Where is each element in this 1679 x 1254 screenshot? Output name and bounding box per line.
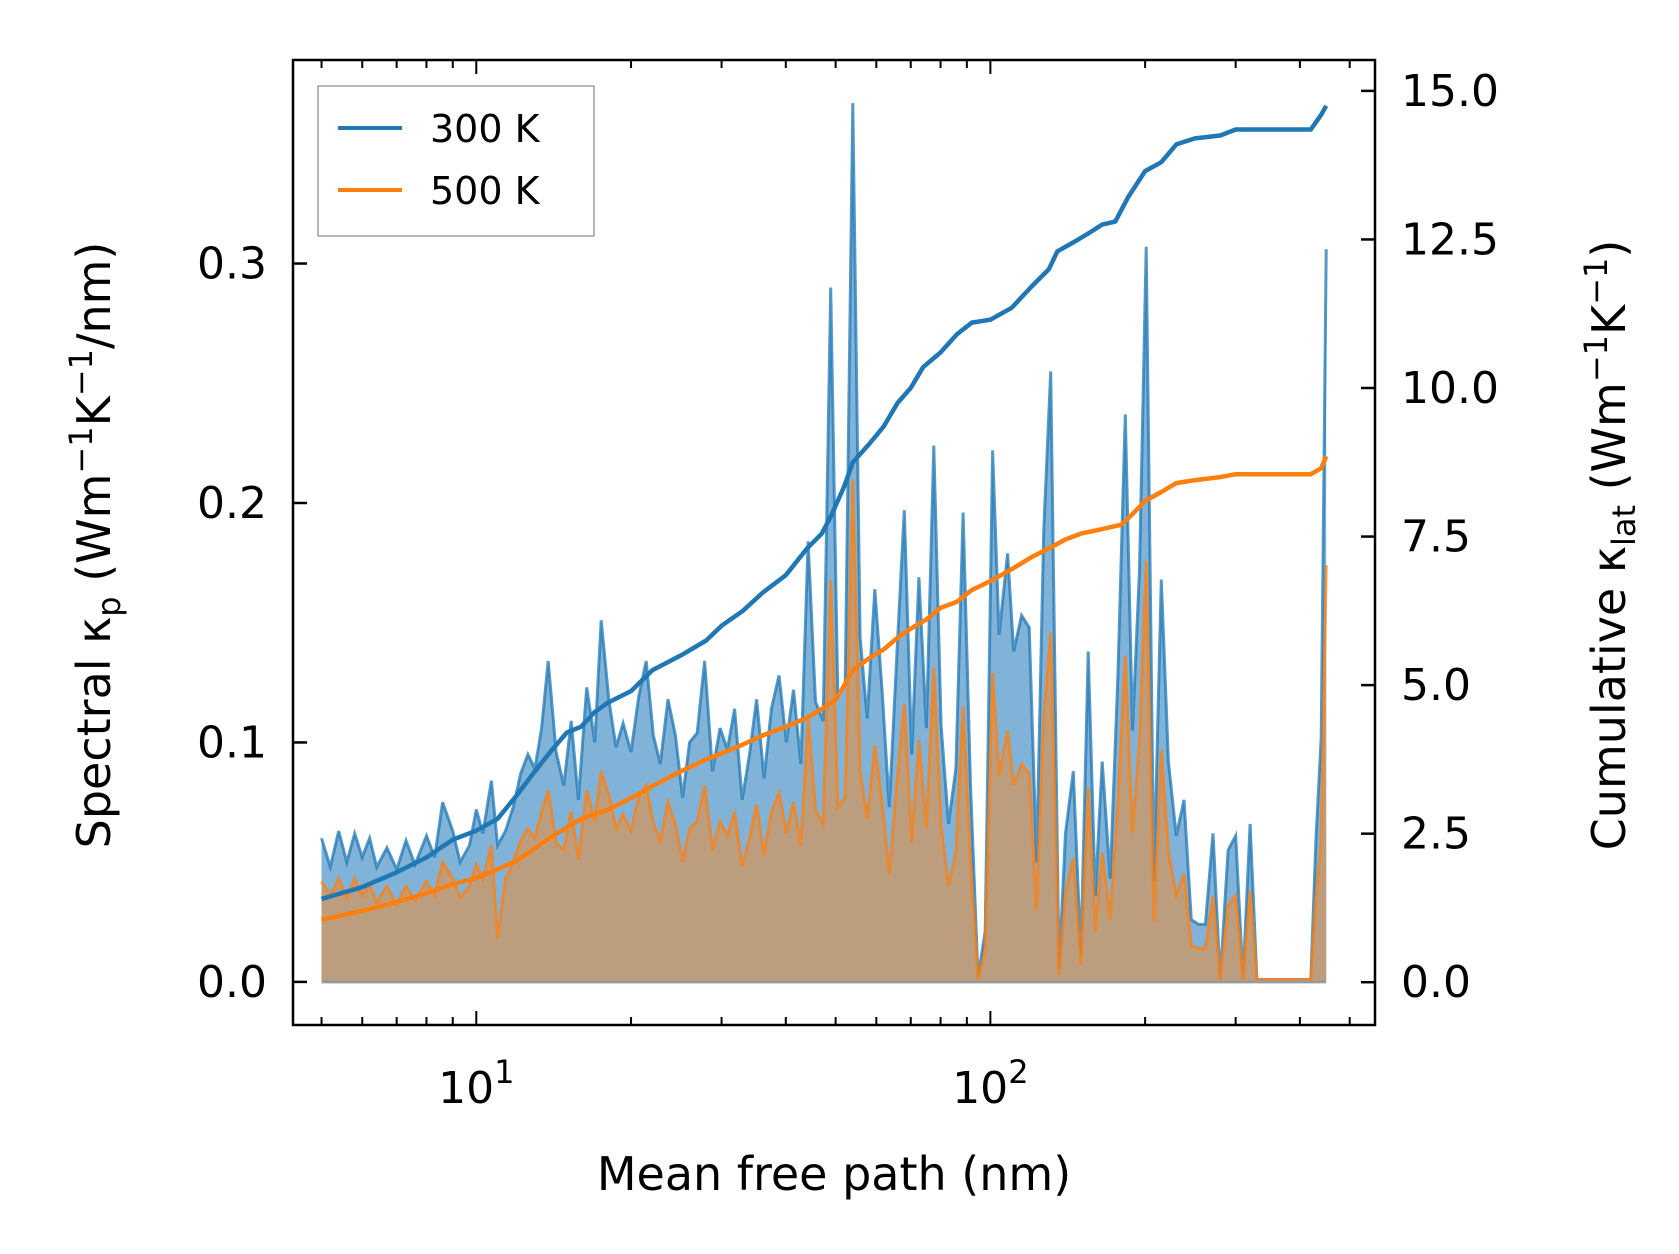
cumulative-line-0 [320, 104, 1329, 902]
legend-box [317, 85, 595, 237]
y-left-tick-label: 0.3 [197, 239, 267, 290]
spectral-area-1 [321, 479, 1327, 982]
cumulative-line-1 [321, 455, 1329, 922]
legend-label-500k: 500 K [430, 169, 541, 213]
y-right-axis-label: Cumulative κlat (Wm−1K−1) [1577, 240, 1643, 851]
y-right-tick-label: 2.5 [1401, 809, 1471, 860]
x-tick-label: 101 [438, 1053, 514, 1114]
y-left-axis-label: Spectral κp (Wm−1K−1/nm) [62, 242, 128, 849]
y-right-tick-label: 7.5 [1401, 512, 1471, 563]
y-right-tick-label: 0.0 [1401, 957, 1471, 1008]
y-right-tick-label: 15.0 [1401, 66, 1499, 117]
legend-label-300k: 300 K [430, 107, 541, 151]
y-left-tick-label: 0.0 [197, 957, 267, 1008]
ticks: 0.0 0.1 0.2 0.3 0.0 2.5 5.0 7.5 10.0 12.5 15.0 101 1… [197, 60, 1499, 1114]
plot-frame [291, 58, 1377, 1027]
y-right-tick-label: 12.5 [1401, 214, 1499, 265]
x-tick-label: 102 [952, 1053, 1028, 1114]
legend: 300 K 500 K [317, 85, 595, 237]
y-right-tick-label: 10.0 [1401, 363, 1499, 414]
y-left-tick-label: 0.2 [197, 478, 267, 529]
y-right-tick-label: 5.0 [1401, 660, 1471, 711]
spectral-line-1 [320, 478, 1328, 981]
x-axis-label: Mean free path (nm) [597, 1147, 1071, 1201]
spectral-area-0 [321, 103, 1327, 982]
y-left-tick-label: 0.1 [197, 717, 267, 768]
plot-content [320, 103, 1329, 984]
